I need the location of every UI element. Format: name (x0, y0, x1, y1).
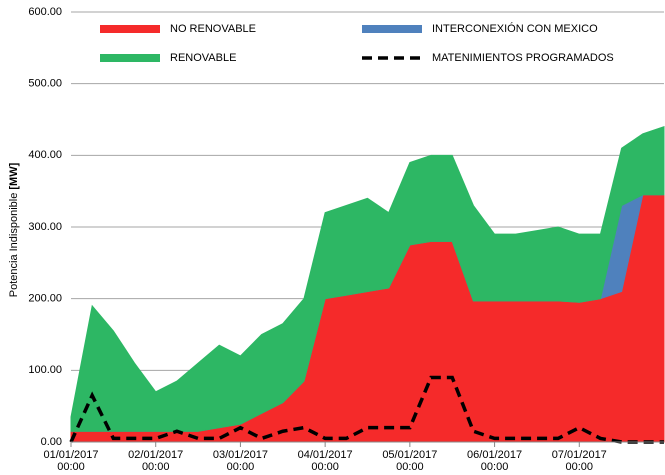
y-tick-label: 500.00 (28, 78, 62, 90)
y-tick-label: 300.00 (28, 221, 62, 233)
x-tick-label: 02/01/2017 00:00 (128, 449, 184, 473)
legend-label: INTERCONEXIÓN CON MEXICO (432, 22, 598, 35)
y-tick-label: 200.00 (28, 293, 62, 305)
y-tick-label: 0.00 (41, 436, 62, 448)
y-tick-label: 400.00 (28, 149, 62, 161)
legend-label: MATENIMIENTOS PROGRAMADOS (432, 52, 614, 64)
x-tick-label: 03/01/2017 00:00 (212, 449, 268, 473)
area (70, 125, 665, 432)
legend-swatch (100, 54, 160, 62)
legend-swatch (100, 25, 160, 33)
legend-item: INTERCONEXIÓN CON MEXICO (362, 22, 598, 35)
x-tick-label: 05/01/2017 00:00 (382, 449, 438, 473)
legend-label: RENOVABLE (170, 52, 236, 64)
y-unit: [MW] (8, 162, 20, 189)
legend-item: NO RENOVABLE (100, 23, 256, 35)
y-tick-label: 600.00 (28, 6, 62, 18)
x-tick-label: 01/01/2017 00:00 (43, 449, 99, 473)
legend-item: RENOVABLE (100, 52, 236, 64)
y-axis-label: Potencia Indisponible [MW] (8, 162, 20, 297)
y-label-text: Potencia Indisponible (8, 193, 20, 298)
legend-swatch (362, 25, 422, 33)
x-tick-label: 04/01/2017 00:00 (297, 449, 353, 473)
legend-item: MATENIMIENTOS PROGRAMADOS (362, 52, 614, 64)
x-tick-label: 07/01/2017 00:00 (551, 449, 607, 473)
x-tick-label: 06/01/2017 00:00 (467, 449, 523, 473)
legend-label: NO RENOVABLE (170, 23, 256, 35)
y-tick-label: 100.00 (28, 364, 62, 376)
